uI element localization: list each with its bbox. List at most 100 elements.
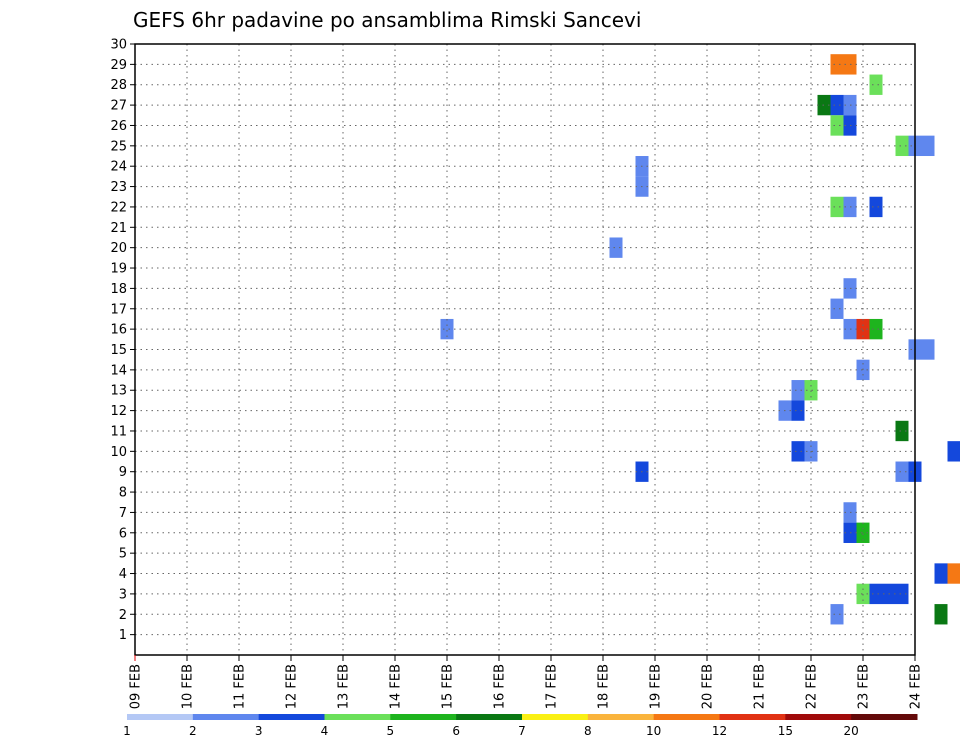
heatmap-cell xyxy=(830,115,844,136)
colorbar-label: 12 xyxy=(712,724,727,738)
colorbar-label: 8 xyxy=(584,724,592,738)
colorbar-swatch xyxy=(785,714,852,720)
heatmap-cell xyxy=(609,237,623,258)
heatmap-cell xyxy=(804,380,818,401)
y-tick-label: 15 xyxy=(110,343,127,358)
y-tick-label: 30 xyxy=(110,38,127,53)
colorbar-label: 3 xyxy=(255,724,263,738)
y-tick-label: 29 xyxy=(110,58,127,73)
y-tick-label: 8 xyxy=(119,486,127,501)
y-tick-label: 6 xyxy=(119,526,127,541)
colorbar-swatch xyxy=(587,714,655,720)
x-tick-label: 15 FEB xyxy=(441,664,456,709)
x-tick-label: 09 FEB xyxy=(129,664,144,709)
y-tick-label: 1 xyxy=(119,628,127,643)
heatmap-cells xyxy=(440,54,960,625)
x-tick-label: 10 FEB xyxy=(181,664,196,709)
y-tick-label: 11 xyxy=(110,424,127,439)
heatmap-cell xyxy=(830,94,844,116)
y-tick-label: 14 xyxy=(110,363,127,378)
colorbar-label: 1 xyxy=(123,724,131,738)
y-tick-label: 12 xyxy=(110,404,127,419)
y-tick-label: 21 xyxy=(110,221,127,236)
colorbar-label: 10 xyxy=(646,724,661,738)
x-tick-label: 22 FEB xyxy=(805,664,820,709)
heatmap-cell xyxy=(791,441,805,462)
colorbar-label: 6 xyxy=(452,724,460,738)
heatmap-cell xyxy=(947,441,960,462)
heatmap-cell xyxy=(921,135,935,157)
x-tick-label: 18 FEB xyxy=(597,664,612,709)
y-tick-label: 5 xyxy=(119,547,127,562)
heatmap-cell xyxy=(947,563,960,584)
x-tick-label: 16 FEB xyxy=(493,664,508,709)
heatmap-cell xyxy=(440,318,454,340)
colorbar: 1 2 3 4 5 6 7 8 10 12 15 20 xyxy=(123,714,918,738)
y-tick-label: 25 xyxy=(110,139,127,154)
y-tick-label: 7 xyxy=(119,506,127,521)
heatmap-cell xyxy=(869,583,883,605)
colorbar-swatch xyxy=(456,714,523,720)
colorbar-swatch xyxy=(851,714,918,720)
y-tick-label: 13 xyxy=(110,384,127,399)
x-tick-label: 14 FEB xyxy=(389,664,404,709)
y-tick-label: 28 xyxy=(110,78,127,93)
heatmap-cell xyxy=(895,461,909,482)
y-tick-label: 23 xyxy=(110,180,127,195)
x-tick-label: 24 FEB xyxy=(909,664,924,709)
grid-lines xyxy=(135,44,915,655)
y-tick-label: 17 xyxy=(110,302,127,317)
heatmap-cell xyxy=(934,563,948,584)
colorbar-label: 15 xyxy=(778,724,793,738)
colorbar-swatch xyxy=(127,714,194,720)
heatmap-cell xyxy=(830,196,844,218)
heatmap-cell xyxy=(895,420,909,442)
y-tick-label: 20 xyxy=(110,241,127,256)
y-tick-label: 19 xyxy=(110,262,127,277)
y-axis: 1234567891011121314151617181920212223242… xyxy=(110,38,135,643)
colorbar-label: 2 xyxy=(189,724,197,738)
colorbar-label: 4 xyxy=(321,724,329,738)
chart-title: GEFS 6hr padavine po ansamblima Rimski S… xyxy=(133,8,641,32)
colorbar-label: 20 xyxy=(844,724,859,738)
x-tick-label: 23 FEB xyxy=(857,664,872,709)
heatmap-cell xyxy=(856,522,870,543)
heatmap-cell xyxy=(830,54,844,75)
heatmap-cell xyxy=(869,74,883,95)
heatmap-cell xyxy=(830,298,844,319)
heatmap-cell xyxy=(830,604,844,625)
y-tick-label: 27 xyxy=(110,99,127,114)
heatmap-cell xyxy=(791,380,805,401)
y-tick-label: 26 xyxy=(110,119,127,134)
colorbar-swatch xyxy=(522,714,589,720)
colorbar-swatch xyxy=(192,714,260,720)
y-tick-label: 22 xyxy=(110,200,127,215)
heatmap-cell xyxy=(934,604,948,625)
x-tick-label: 12 FEB xyxy=(285,664,300,709)
colorbar-swatch xyxy=(719,714,786,720)
x-axis: 09 FEB 10 FEB 11 FEB 12 FEB 13 FEB 14 FEB 15 F… xyxy=(129,655,924,709)
x-tick-label: 21 FEB xyxy=(753,664,768,709)
x-tick-label: 11 FEB xyxy=(233,664,248,709)
colorbar-label: 7 xyxy=(518,724,526,738)
y-tick-label: 10 xyxy=(110,445,127,460)
y-tick-label: 18 xyxy=(110,282,127,297)
heatmap-cell xyxy=(856,318,870,340)
heatmap-cell xyxy=(921,339,935,360)
heatmap-cell xyxy=(869,318,883,340)
colorbar-label: 5 xyxy=(387,724,395,738)
heatmap-cell xyxy=(895,135,909,157)
y-tick-label: 3 xyxy=(119,587,127,602)
y-tick-label: 16 xyxy=(110,323,127,338)
x-tick-label: 17 FEB xyxy=(545,664,560,709)
y-tick-label: 4 xyxy=(119,567,127,582)
heatmap-cell xyxy=(856,583,870,605)
heatmap-cell xyxy=(869,196,883,218)
x-tick-label: 20 FEB xyxy=(701,664,716,709)
x-tick-label: 13 FEB xyxy=(337,664,352,709)
y-tick-label: 2 xyxy=(119,608,127,623)
y-tick-label: 24 xyxy=(110,160,127,175)
colorbar-swatch xyxy=(258,714,325,720)
x-tick-label: 19 FEB xyxy=(649,664,664,709)
